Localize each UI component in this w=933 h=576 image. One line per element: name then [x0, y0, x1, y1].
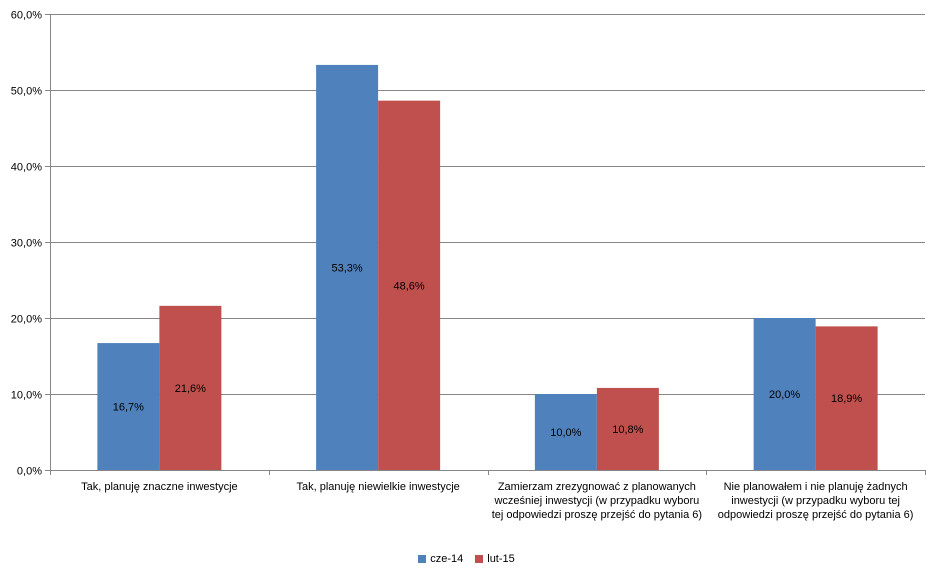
- y-tick-label: 40,0%: [11, 162, 42, 174]
- x-category-label: Tak, planuję niewielkie inwestycje: [296, 481, 460, 493]
- y-tick-label: 10,0%: [11, 390, 42, 402]
- legend-label: lut-15: [487, 553, 515, 565]
- data-label: 10,0%: [550, 427, 581, 439]
- y-tick-label: 50,0%: [11, 86, 42, 98]
- data-label: 10,8%: [612, 424, 643, 436]
- bar-cze-14-3: [753, 318, 816, 470]
- data-label: 16,7%: [113, 402, 144, 414]
- data-label: 21,6%: [175, 383, 206, 395]
- legend-swatch: [475, 555, 484, 563]
- x-category-label: Nie planowałem i nie planuję żadnych inw…: [717, 481, 914, 521]
- y-tick-label: 0,0%: [17, 466, 42, 478]
- data-label: 18,9%: [831, 393, 862, 405]
- bar-lut-15-3: [815, 326, 878, 470]
- bar-cze-14-2: [534, 394, 597, 470]
- x-category-label: Zamierzam zrezygnować z planowanych wcze…: [491, 481, 703, 521]
- bar-cze-14-0: [97, 343, 160, 470]
- data-label: 48,6%: [394, 280, 425, 292]
- bar-lut-15-2: [596, 387, 659, 470]
- data-label: 53,3%: [332, 262, 363, 274]
- bar-cze-14-1: [316, 64, 379, 471]
- legend-item-lut-15: lut-15: [475, 553, 515, 565]
- legend-label: cze-14: [430, 553, 464, 565]
- y-tick-label: 60,0%: [11, 10, 42, 22]
- legend: cze-14 lut-15: [0, 553, 933, 566]
- y-tick-label: 20,0%: [11, 314, 42, 326]
- x-category-label: Tak, planuję znaczne inwestycje: [81, 481, 238, 493]
- bar-lut-15-0: [159, 305, 222, 470]
- y-tick-label: 30,0%: [11, 238, 42, 250]
- legend-item-cze-14: cze-14: [418, 553, 463, 565]
- data-label: 20,0%: [769, 389, 800, 401]
- legend-swatch: [418, 555, 427, 563]
- bar-lut-15-1: [378, 100, 441, 470]
